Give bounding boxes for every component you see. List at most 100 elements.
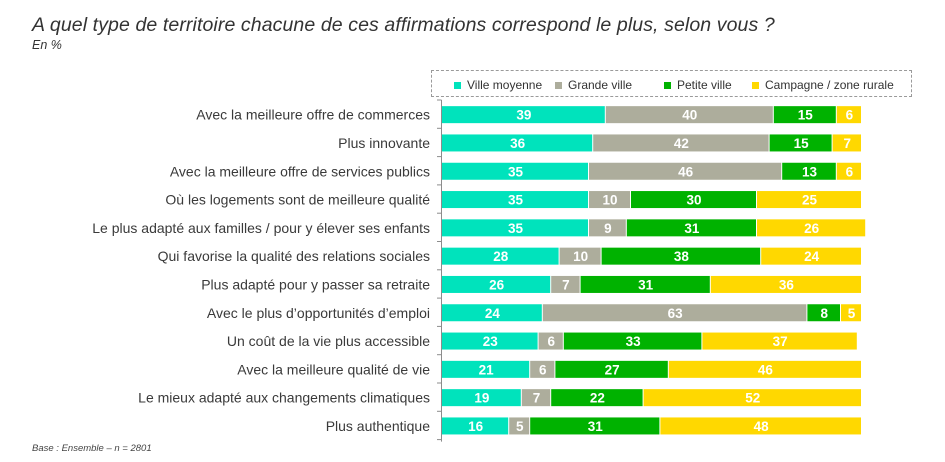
legend-label: Campagne / zone rurale (765, 78, 894, 92)
bar-segment (601, 247, 761, 265)
data-label: 6 (547, 334, 555, 349)
bar-segment (542, 304, 807, 322)
data-label: 37 (773, 334, 788, 349)
data-label: 46 (758, 362, 774, 377)
data-label: 31 (638, 277, 654, 292)
category-label: Avec le plus d’opportunités d’emploi (207, 305, 430, 321)
bar-segment (626, 219, 756, 237)
data-label: 46 (678, 164, 694, 179)
data-label: 10 (573, 249, 588, 264)
data-label: 21 (479, 362, 495, 377)
data-label: 6 (846, 108, 854, 123)
bar-segment (769, 134, 832, 152)
category-label: Un coût de la vie plus accessible (227, 333, 430, 349)
data-label: 48 (754, 419, 770, 434)
bar-segment (757, 219, 866, 237)
legend-label: Ville moyenne (467, 78, 543, 92)
category-label: Plus adapté pour y passer sa retraite (201, 276, 430, 292)
legend: Ville moyenne Grande ville Petite ville … (431, 70, 912, 97)
data-label: 27 (605, 362, 620, 377)
bar-segment (631, 191, 756, 209)
bar-segment (660, 417, 861, 435)
data-label: 22 (590, 391, 605, 406)
data-label: 6 (846, 164, 854, 179)
data-label: 38 (674, 249, 690, 264)
bar-segment (643, 389, 861, 407)
bar-segment (551, 389, 643, 407)
data-label: 6 (539, 362, 547, 377)
bar-segment (580, 275, 710, 293)
legend-label: Petite ville (677, 78, 732, 92)
category-label: Qui favorise la qualité des relations so… (158, 248, 430, 264)
bar-segment (563, 332, 702, 350)
bar-segment (702, 332, 857, 350)
data-label: 7 (844, 136, 852, 151)
bar-segment (832, 134, 861, 152)
category-label: Avec la meilleure qualité de vie (237, 361, 430, 377)
bar-segment (761, 247, 861, 265)
data-label: 7 (562, 277, 570, 292)
legend-swatch-petite-ville (664, 81, 671, 89)
bar-segment (551, 275, 580, 293)
bar-segment (521, 389, 551, 407)
data-label: 63 (668, 306, 684, 321)
data-label: 9 (604, 221, 612, 236)
bar-segment (841, 304, 861, 322)
data-label: 26 (804, 221, 820, 236)
footnote: Base : Ensemble – n = 2801 (32, 443, 152, 454)
bar-segment (530, 360, 555, 378)
bar-segment (442, 219, 588, 237)
bar-segment (836, 162, 861, 180)
legend-swatch-campagne (752, 81, 759, 89)
data-label: 31 (684, 221, 700, 236)
data-label: 15 (798, 108, 814, 123)
category-label: Le plus adapté aux familles / pour y éle… (92, 220, 430, 236)
bar-segment (757, 191, 861, 209)
bar-segment (509, 417, 530, 435)
data-label: 26 (489, 277, 505, 292)
data-label: 30 (686, 193, 701, 208)
data-label: 25 (802, 193, 818, 208)
bar-segment (559, 247, 601, 265)
data-label: 28 (493, 249, 509, 264)
bar-segment (442, 106, 605, 124)
data-label: 8 (820, 306, 828, 321)
category-label: Plus innovante (338, 135, 430, 151)
data-label: 10 (602, 193, 617, 208)
bar-segment (442, 360, 530, 378)
legend-item-grande-ville: Grande ville (555, 78, 632, 92)
data-label: 33 (626, 334, 642, 349)
data-label: 16 (468, 419, 484, 434)
bar-segment (593, 134, 769, 152)
bar-segment (836, 106, 861, 124)
legend-item-ville-moyenne: Ville moyenne (454, 78, 542, 92)
bar-segment (442, 275, 551, 293)
data-label: 24 (804, 249, 820, 264)
bar-segment (442, 304, 542, 322)
category-label: Avec la meilleure offre de services publ… (170, 163, 430, 179)
chart-subtitle: En % (32, 38, 62, 52)
legend-swatch-ville-moyenne (454, 81, 461, 89)
data-label: 36 (510, 136, 526, 151)
data-label: 35 (508, 193, 524, 208)
data-label: 35 (508, 221, 524, 236)
data-label: 23 (483, 334, 499, 349)
chart-title: A quel type de territoire chacune de ces… (32, 14, 775, 36)
bar-segment (442, 332, 538, 350)
bar-segment (807, 304, 840, 322)
data-label: 13 (802, 164, 818, 179)
data-label: 35 (508, 164, 524, 179)
data-label: 36 (779, 277, 795, 292)
data-label: 5 (516, 419, 524, 434)
bar-segment (782, 162, 836, 180)
legend-label: Grande ville (568, 78, 633, 92)
data-label: 5 (848, 306, 856, 321)
data-label: 40 (682, 108, 697, 123)
data-label: 7 (533, 391, 541, 406)
legend-item-campagne: Campagne / zone rurale (752, 78, 894, 92)
legend-swatch-grande-ville (555, 81, 562, 89)
bar-segment (555, 360, 668, 378)
data-label: 24 (485, 306, 501, 321)
bar-segment (442, 134, 593, 152)
